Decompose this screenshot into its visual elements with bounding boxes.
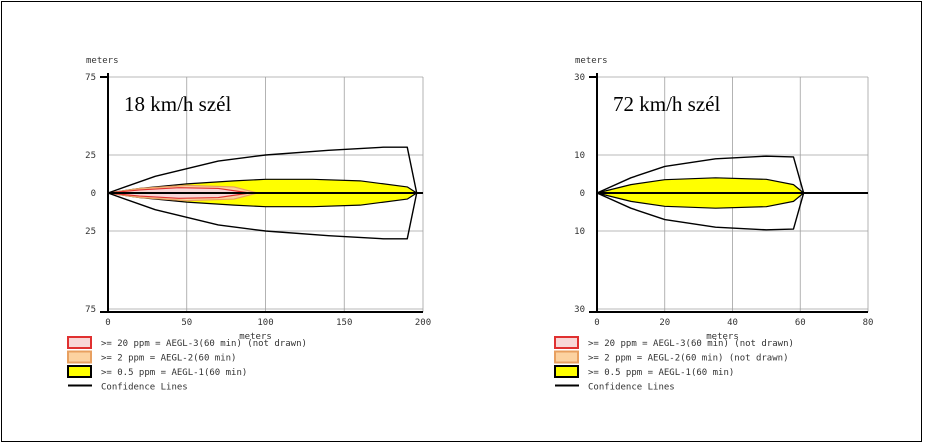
x-tick-label: 150 (336, 318, 352, 328)
legend-label: >= 2 ppm = AEGL-2(60 min) (not drawn) (588, 354, 788, 364)
y-tick-label: 30 (574, 305, 585, 315)
x-tick-label: 60 (795, 318, 806, 328)
x-tick-label: 50 (181, 318, 192, 328)
x-tick-label: 80 (863, 318, 874, 328)
y-axis-label: meters (86, 56, 119, 66)
y-tick-label: 25 (85, 151, 96, 161)
y-tick-label: 10 (574, 151, 585, 161)
y-tick-label: 75 (85, 73, 96, 83)
y-tick-label: 75 (85, 305, 96, 315)
legend-swatch-aegl2 (67, 350, 92, 364)
x-axis-label: meters (239, 332, 272, 342)
x-tick-label: 20 (659, 318, 670, 328)
confidence-lines (107, 146, 418, 240)
x-tick-label: 200 (415, 318, 431, 328)
legend-swatch-aegl1 (554, 365, 579, 378)
legend-swatch-aegl2 (554, 350, 579, 364)
legend-label: >= 20 ppm = AEGL-3(60 min) (not drawn) (101, 339, 307, 349)
y-axis-label: meters (575, 56, 608, 66)
y-tick-label: 0 (580, 189, 585, 199)
legend-label: Confidence Lines (101, 383, 188, 393)
chart-title: 18 km/h szél (124, 92, 231, 116)
x-tick-label: 40 (727, 318, 738, 328)
legend-label: >= 2 ppm = AEGL-2(60 min) (101, 354, 236, 364)
y-tick-label: 0 (91, 189, 96, 199)
x-tick-label: 0 (105, 318, 110, 328)
y-tick-label: 30 (574, 73, 585, 83)
legend-label: >= 20 ppm = AEGL-3(60 min) (not drawn) (588, 339, 794, 349)
x-axis-label: meters (706, 332, 739, 342)
x-tick-label: 100 (257, 318, 273, 328)
y-tick-label: 10 (574, 227, 585, 237)
chart-title: 72 km/h szél (613, 92, 720, 116)
x-tick-label: 0 (594, 318, 599, 328)
legend-label: >= 0.5 ppm = AEGL-1(60 min) (588, 368, 734, 378)
legend-label: Confidence Lines (588, 383, 675, 393)
legend-swatch-aegl3 (554, 336, 579, 349)
y-tick-label: 25 (85, 227, 96, 237)
legend-label: >= 0.5 ppm = AEGL-1(60 min) (101, 368, 247, 378)
legend-swatch-aegl1 (67, 365, 92, 378)
legend-swatch-aegl3 (67, 336, 92, 349)
confidence-lines (596, 155, 805, 231)
